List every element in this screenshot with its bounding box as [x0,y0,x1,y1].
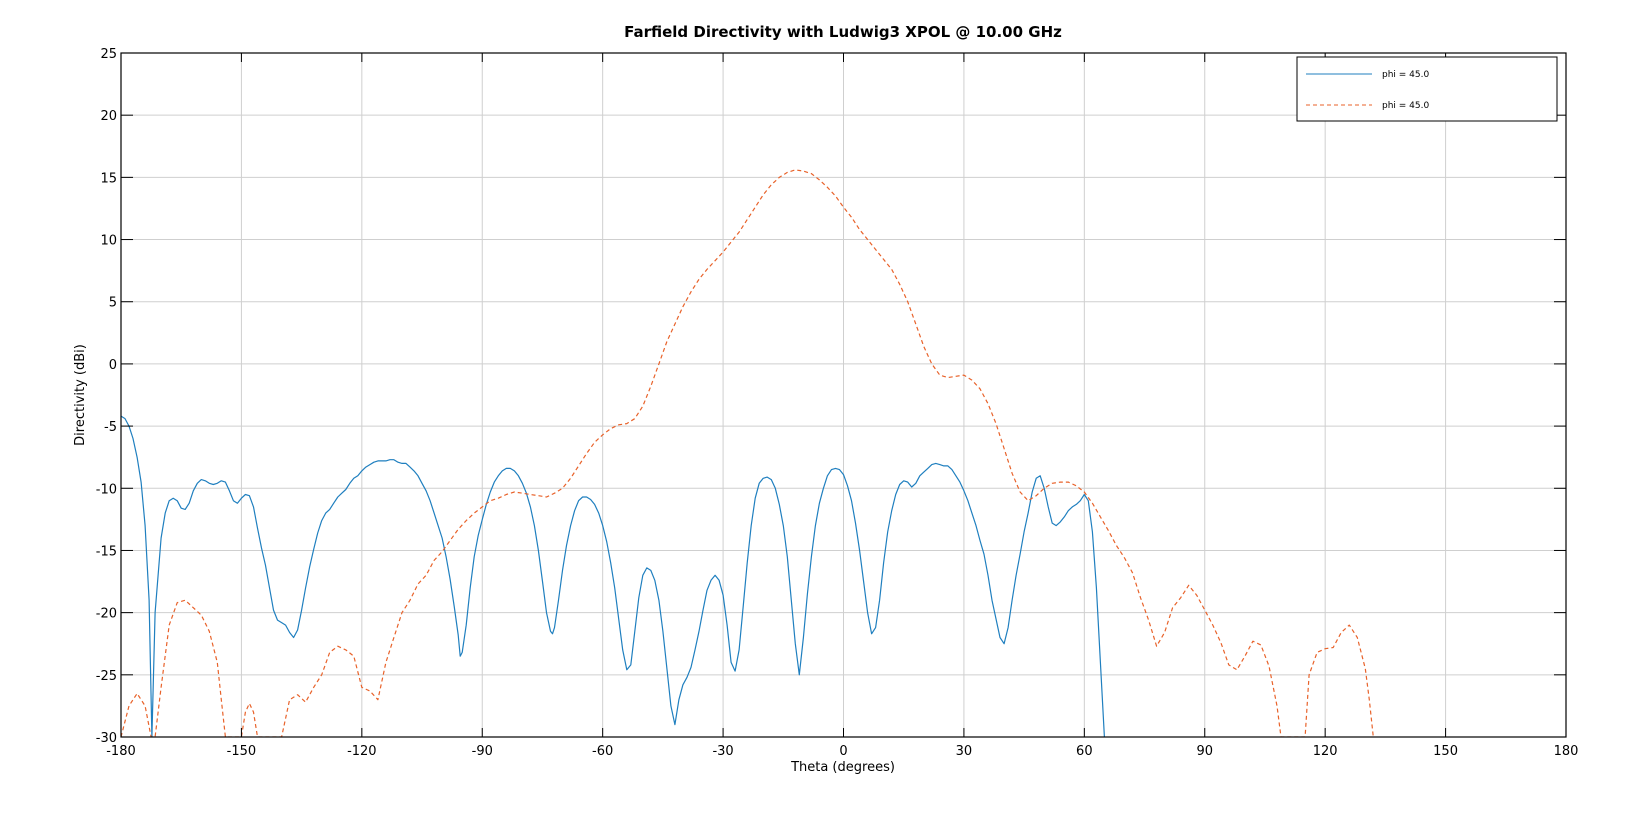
legend-label-series-2: phi = 45.0 [1382,101,1429,111]
y-tick-label: -30 [96,731,117,746]
y-tick-label: 0 [109,358,117,373]
x-tick-label: -180 [106,744,136,759]
x-tick-label: -30 [712,744,733,759]
x-tick-label: 30 [956,744,973,759]
series-line-2 [121,169,1374,737]
y-tick-label: -25 [96,669,117,684]
x-tick-label: 0 [839,744,847,759]
y-tick-label: 25 [100,47,117,62]
x-tick-label: 180 [1554,744,1579,759]
y-tick-label: -10 [96,482,117,497]
x-tick-label: 90 [1196,744,1213,759]
legend-box [1296,56,1558,122]
y-tick-label: -15 [96,544,117,559]
x-tick-label: 120 [1313,744,1338,759]
x-tick-label: -120 [347,744,377,759]
series-line-1 [121,415,1105,737]
y-tick-label: 10 [100,234,117,249]
x-tick-label: -60 [592,744,613,759]
legend-label-series-1: phi = 45.0 [1382,70,1429,80]
x-tick-label: 150 [1433,744,1458,759]
x-tick-label: 60 [1076,744,1093,759]
grid-layer [121,53,1566,737]
y-tick-label: -5 [104,420,117,435]
y-tick-label: -20 [96,607,117,622]
x-tick-label: -150 [227,744,257,759]
y-tick-label: 5 [109,296,117,311]
x-tick-label: -90 [472,744,493,759]
y-tick-label: 15 [100,171,117,186]
tick-labels-layer: -180 -150 -120 -90 -60 -30 0 30 60 90 120 150 180-30… [96,47,1579,759]
plot-area [121,169,1374,737]
legend: phi = 45.0 phi = 45.0 [1296,56,1558,122]
x-axis-label: Theta (degrees) [790,760,895,775]
chart-title: Farfield Directivity with Ludwig3 XPOL @… [624,23,1062,41]
y-axis-label: Directivity (dBi) [73,344,88,446]
y-tick-label: 20 [100,109,117,124]
series-layer [121,169,1374,737]
